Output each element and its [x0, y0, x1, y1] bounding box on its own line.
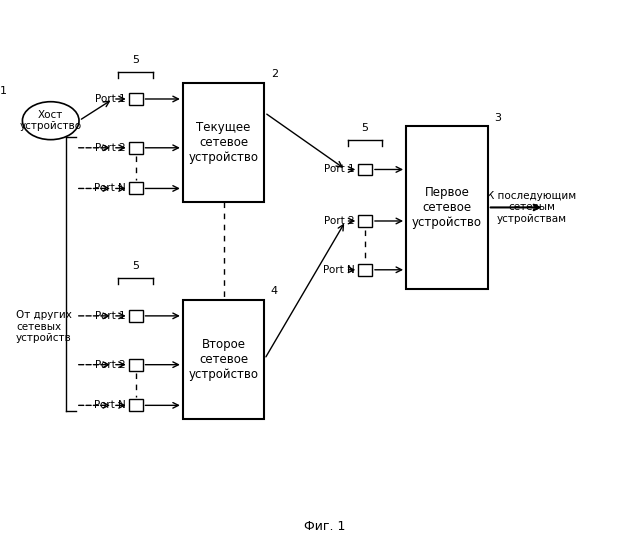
FancyBboxPatch shape [129, 359, 143, 371]
FancyBboxPatch shape [129, 93, 143, 105]
Text: Port 1: Port 1 [324, 165, 355, 174]
Text: 2: 2 [271, 69, 278, 80]
Text: 5: 5 [132, 56, 139, 65]
Text: Port 2: Port 2 [324, 216, 355, 226]
FancyBboxPatch shape [129, 310, 143, 322]
FancyBboxPatch shape [183, 83, 264, 202]
Text: 5: 5 [132, 262, 139, 271]
FancyBboxPatch shape [129, 183, 143, 195]
Text: Port 2: Port 2 [95, 360, 125, 370]
Text: Port N: Port N [323, 265, 355, 275]
Text: 1: 1 [0, 86, 7, 96]
FancyBboxPatch shape [129, 399, 143, 411]
Ellipse shape [22, 102, 79, 140]
FancyBboxPatch shape [183, 300, 264, 419]
FancyBboxPatch shape [406, 126, 488, 289]
FancyBboxPatch shape [358, 164, 372, 175]
Text: 3: 3 [494, 113, 501, 123]
FancyBboxPatch shape [129, 142, 143, 154]
Text: Port N: Port N [94, 401, 125, 410]
Text: 4: 4 [271, 286, 278, 296]
Text: 5: 5 [362, 123, 369, 133]
Text: Port 2: Port 2 [95, 143, 125, 153]
Text: Первое
сетевое
устройство: Первое сетевое устройство [412, 186, 482, 229]
FancyBboxPatch shape [358, 264, 372, 276]
Text: Фиг. 1: Фиг. 1 [303, 520, 345, 533]
Text: Текущее
сетевое
устройство: Текущее сетевое устройство [189, 121, 259, 164]
Text: От других
сетевых
устройств: От других сетевых устройств [16, 310, 72, 343]
FancyBboxPatch shape [358, 215, 372, 227]
Text: Второе
сетевое
устройство: Второе сетевое устройство [189, 338, 259, 381]
Text: Port N: Port N [94, 184, 125, 193]
Text: К последующим
сетевым
устройствам: К последующим сетевым устройствам [487, 191, 576, 224]
Text: Port 1: Port 1 [95, 311, 125, 321]
Text: Хост
устройство: Хост устройство [20, 110, 82, 131]
Text: Port 1: Port 1 [95, 94, 125, 104]
